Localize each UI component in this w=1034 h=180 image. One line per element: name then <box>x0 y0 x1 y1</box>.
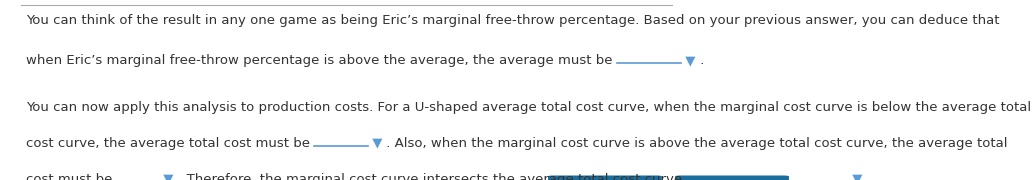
FancyBboxPatch shape <box>548 176 662 180</box>
Text: .: . <box>862 173 871 180</box>
Text: . Also, when the marginal cost curve is above the average total cost curve, the : . Also, when the marginal cost curve is … <box>383 137 1008 150</box>
Text: ▼: ▼ <box>681 54 696 67</box>
Text: . Therefore, the marginal cost curve intersects the average total cost curve: . Therefore, the marginal cost curve int… <box>174 173 687 180</box>
Text: ▼: ▼ <box>159 173 174 180</box>
Text: ▼: ▼ <box>368 137 383 150</box>
Text: cost must be: cost must be <box>26 173 117 180</box>
Text: You can now apply this analysis to production costs. For a U-shaped average tota: You can now apply this analysis to produ… <box>26 101 1031 114</box>
Text: ▼: ▼ <box>848 173 862 180</box>
Text: cost curve, the average total cost must be: cost curve, the average total cost must … <box>26 137 314 150</box>
Text: .: . <box>696 54 704 67</box>
FancyBboxPatch shape <box>675 176 789 180</box>
Text: You can think of the result in any one game as being Eric’s marginal free-throw : You can think of the result in any one g… <box>26 14 999 27</box>
Text: when Eric’s marginal free-throw percentage is above the average, the average mus: when Eric’s marginal free-throw percenta… <box>26 54 616 67</box>
